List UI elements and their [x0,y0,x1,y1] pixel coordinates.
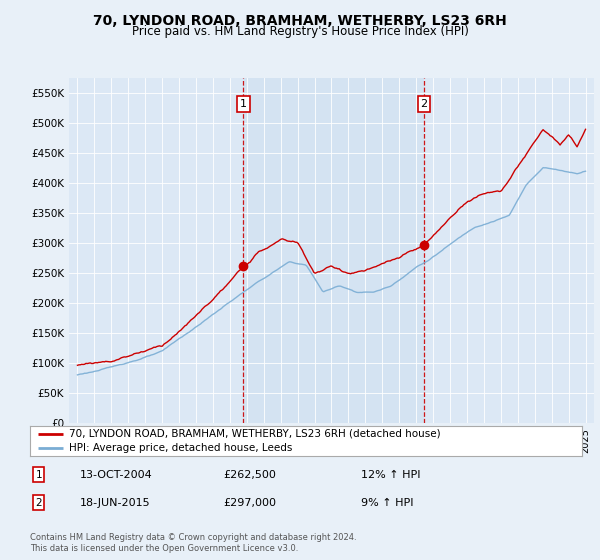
Text: 1: 1 [240,99,247,109]
Text: 70, LYNDON ROAD, BRAMHAM, WETHERBY, LS23 6RH (detached house): 70, LYNDON ROAD, BRAMHAM, WETHERBY, LS23… [68,429,440,439]
Text: £262,500: £262,500 [223,470,276,479]
Text: HPI: Average price, detached house, Leeds: HPI: Average price, detached house, Leed… [68,443,292,453]
Text: 12% ↑ HPI: 12% ↑ HPI [361,470,421,479]
Text: 1: 1 [35,470,42,479]
Text: 13-OCT-2004: 13-OCT-2004 [80,470,152,479]
Text: 2: 2 [421,99,428,109]
Text: 2: 2 [35,498,42,507]
Text: £297,000: £297,000 [223,498,276,507]
Text: 70, LYNDON ROAD, BRAMHAM, WETHERBY, LS23 6RH: 70, LYNDON ROAD, BRAMHAM, WETHERBY, LS23… [93,14,507,28]
Bar [243,78,424,423]
Text: Contains HM Land Registry data © Crown copyright and database right 2024.
This d: Contains HM Land Registry data © Crown c… [30,533,356,553]
Text: 18-JUN-2015: 18-JUN-2015 [80,498,151,507]
Text: 9% ↑ HPI: 9% ↑ HPI [361,498,414,507]
Text: Price paid vs. HM Land Registry's House Price Index (HPI): Price paid vs. HM Land Registry's House … [131,25,469,38]
